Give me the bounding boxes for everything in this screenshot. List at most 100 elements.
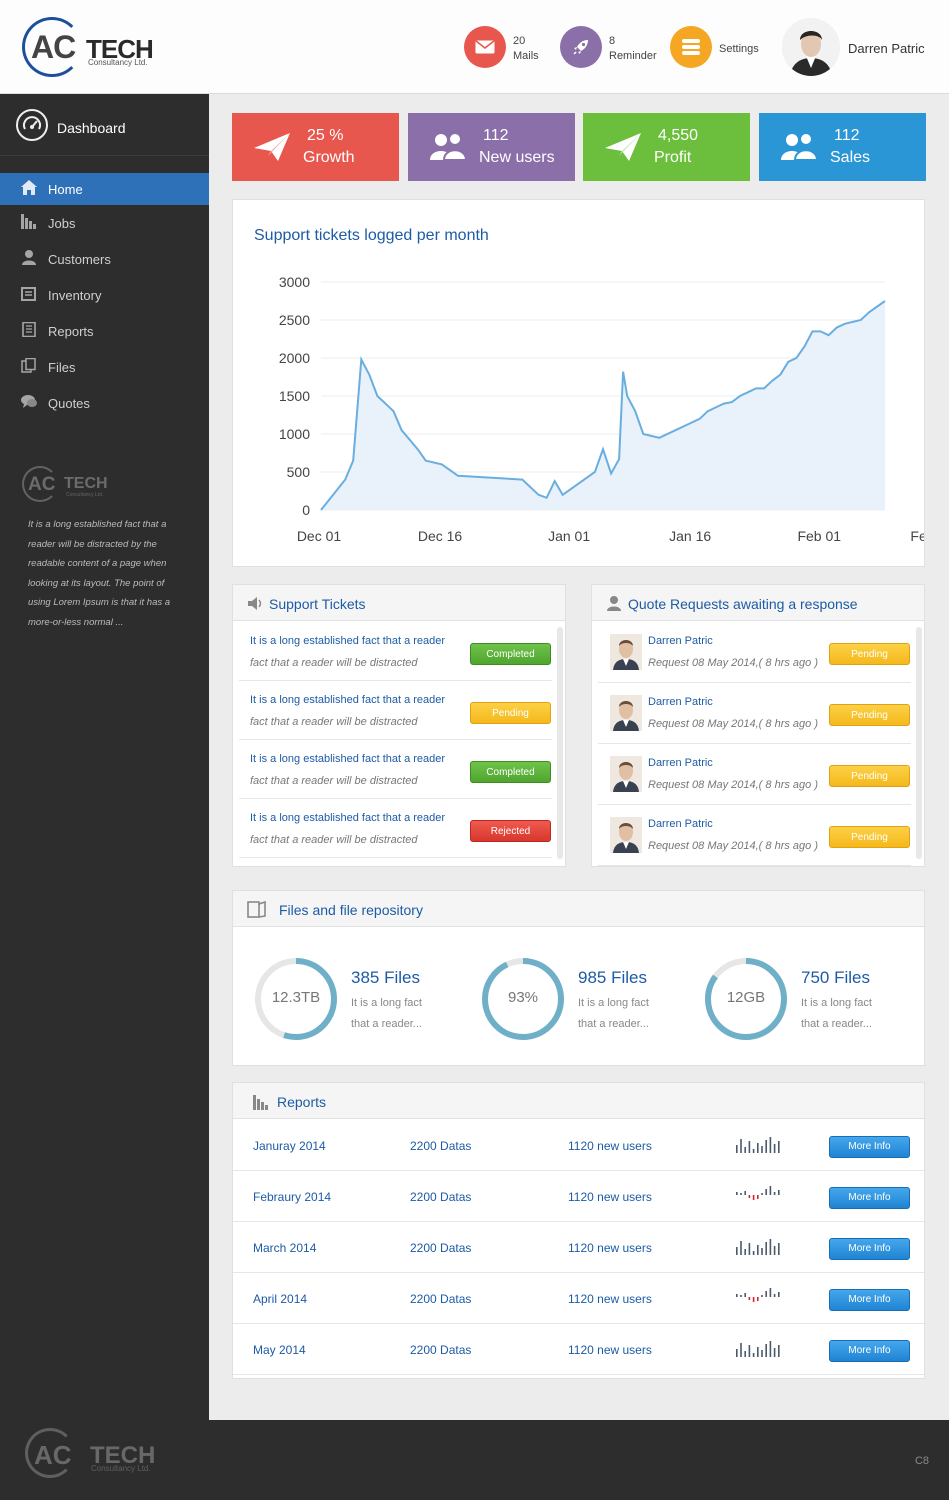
report-users: 1120 new users bbox=[568, 1190, 652, 1204]
spark-bar bbox=[765, 1291, 767, 1297]
report-month[interactable]: May 2014 bbox=[253, 1343, 306, 1357]
reports-panel: Reports Januray 2014 2200 Datas 1120 new u… bbox=[232, 1082, 925, 1379]
sidebar-logo: AC TECH Consultancy Ltd. bbox=[22, 466, 132, 506]
sidebar-item-reports[interactable]: Reports bbox=[0, 313, 209, 349]
status-badge[interactable]: Completed bbox=[470, 761, 551, 783]
chart-panel: Support tickets logged per month 0 500 100… bbox=[232, 199, 925, 567]
files-count[interactable]: 985 Files bbox=[578, 968, 647, 987]
more-info-button[interactable]: More Info bbox=[829, 1340, 910, 1362]
quote-row[interactable]: Darren Patric Request 08 May 2014,( 8 hrs… bbox=[598, 683, 911, 744]
ticket-title[interactable]: It is a long established fact that a rea… bbox=[250, 694, 446, 706]
stat-tile-profit[interactable]: 4,550 Profit bbox=[583, 113, 750, 181]
stat-tile-sales[interactable]: 112 Sales bbox=[759, 113, 926, 181]
user-avatar[interactable] bbox=[782, 18, 840, 76]
sidebar-item-jobs[interactable]: Jobs bbox=[0, 205, 209, 241]
spark-bar bbox=[761, 1193, 763, 1195]
spark-bar bbox=[740, 1343, 742, 1357]
storage-donut: 12GB bbox=[704, 957, 788, 1041]
quote-row[interactable]: Darren Patric Request 08 May 2014,( 8 hrs… bbox=[598, 805, 911, 866]
spark-bar bbox=[736, 1145, 738, 1153]
sidebar-logo-subtitle: Consultancy Ltd. bbox=[66, 492, 104, 498]
report-datas: 2200 Datas bbox=[410, 1190, 472, 1204]
chart-title: Support tickets logged per month bbox=[254, 227, 489, 244]
ticket-row[interactable]: It is a long established fact that a rea… bbox=[239, 622, 552, 681]
donut-label: 12.3TB bbox=[271, 989, 321, 1006]
more-info-button[interactable]: More Info bbox=[829, 1136, 910, 1158]
dashboard-link[interactable]: Dashboard bbox=[0, 94, 209, 156]
logo-ac: AC bbox=[31, 29, 76, 65]
spark-bar bbox=[773, 1144, 776, 1153]
files-count[interactable]: 750 Files bbox=[801, 968, 870, 987]
status-badge[interactable]: Rejected bbox=[470, 820, 551, 842]
sidebar-item-home[interactable]: Home bbox=[0, 173, 209, 205]
requester-name[interactable]: Darren Patric bbox=[648, 696, 713, 708]
series-area bbox=[321, 301, 885, 510]
sidebar-item-customers[interactable]: Customers bbox=[0, 241, 209, 277]
quotes-scrollbar[interactable] bbox=[916, 627, 922, 859]
request-date: Request 08 May 2014,( 8 hrs ago ) bbox=[648, 840, 818, 852]
support-tickets-chart: 0 500 1000 1500 2000 2500 3000 Dec 01 Dec 16 Jan … bbox=[279, 274, 924, 544]
requester-name[interactable]: Darren Patric bbox=[648, 635, 713, 647]
stat-tile-growth[interactable]: 25 % Growth bbox=[232, 113, 399, 181]
status-badge[interactable]: Pending bbox=[470, 702, 551, 724]
logo-subtitle: Consultancy Ltd. bbox=[88, 58, 148, 67]
quote-row[interactable]: Darren Patric Request 08 May 2014,( 8 hrs… bbox=[598, 622, 911, 683]
sparkline bbox=[735, 1285, 783, 1307]
spark-bar bbox=[761, 1350, 763, 1357]
spark-bar bbox=[773, 1294, 776, 1297]
spark-bar bbox=[778, 1243, 780, 1255]
reminder-label: Reminder bbox=[609, 50, 657, 62]
box-icon bbox=[21, 287, 36, 301]
y-tick-label: 3000 bbox=[279, 274, 310, 290]
spark-bar bbox=[757, 1347, 759, 1357]
sidebar-item-quotes[interactable]: Quotes bbox=[0, 385, 209, 421]
stat-tile-new-users[interactable]: 112 New users bbox=[408, 113, 575, 181]
report-users: 1120 new users bbox=[568, 1343, 652, 1357]
user-icon bbox=[607, 596, 621, 611]
status-badge[interactable]: Pending bbox=[829, 704, 910, 726]
sparkline bbox=[735, 1183, 783, 1205]
support-tickets-panel: Support Tickets It is a long established… bbox=[232, 584, 566, 867]
requester-avatar bbox=[610, 756, 642, 792]
ticket-title[interactable]: It is a long established fact that a rea… bbox=[250, 812, 446, 824]
requester-name[interactable]: Darren Patric bbox=[648, 818, 713, 830]
files-count[interactable]: 385 Files bbox=[351, 968, 420, 987]
stat-value: 112 bbox=[483, 127, 509, 144]
quote-row[interactable]: Darren Patric Request 08 May 2014,( 8 hrs… bbox=[598, 744, 911, 805]
ticket-title[interactable]: It is a long established fact that a rea… bbox=[250, 753, 446, 765]
spark-bar bbox=[757, 1143, 759, 1153]
requester-name[interactable]: Darren Patric bbox=[648, 757, 713, 769]
sidebar-item-label: Inventory bbox=[48, 288, 102, 303]
more-info-button[interactable]: More Info bbox=[829, 1238, 910, 1260]
ticket-row[interactable]: It is a long established fact that a rea… bbox=[239, 799, 552, 858]
sidebar-item-files[interactable]: Files bbox=[0, 349, 209, 385]
reminder-count: 8 bbox=[609, 35, 616, 47]
report-datas: 2200 Datas bbox=[410, 1241, 472, 1255]
report-month[interactable]: April 2014 bbox=[253, 1292, 308, 1306]
report-month[interactable]: Febraury 2014 bbox=[253, 1190, 332, 1204]
y-tick-label: 1000 bbox=[279, 426, 310, 442]
status-badge[interactable]: Pending bbox=[829, 643, 910, 665]
company-logo[interactable]: AC TECH Consultancy Ltd. bbox=[22, 17, 172, 79]
report-month[interactable]: March 2014 bbox=[253, 1241, 317, 1255]
spark-bar bbox=[736, 1349, 738, 1357]
tickets-scrollbar[interactable] bbox=[557, 627, 563, 859]
spark-bar bbox=[740, 1295, 742, 1297]
more-info-button[interactable]: More Info bbox=[829, 1187, 910, 1209]
report-row: Febraury 2014 2200 Datas 1120 new users Mor… bbox=[233, 1171, 924, 1222]
status-badge[interactable]: Completed bbox=[470, 643, 551, 665]
paper-plane-icon bbox=[254, 133, 290, 161]
request-date: Request 08 May 2014,( 8 hrs ago ) bbox=[648, 718, 818, 730]
user-name[interactable]: Darren Patric bbox=[848, 41, 925, 56]
ticket-title[interactable]: It is a long established fact that a rea… bbox=[250, 635, 446, 647]
donut-label: 12GB bbox=[726, 989, 766, 1006]
ticket-row[interactable]: It is a long established fact that a rea… bbox=[239, 740, 552, 799]
status-badge[interactable]: Pending bbox=[829, 826, 910, 848]
report-month[interactable]: Januray 2014 bbox=[253, 1139, 326, 1153]
status-badge[interactable]: Pending bbox=[829, 765, 910, 787]
files-description: It is a long fact that a reader... bbox=[351, 997, 422, 1030]
sidebar-item-inventory[interactable]: Inventory bbox=[0, 277, 209, 313]
more-info-button[interactable]: More Info bbox=[829, 1289, 910, 1311]
spark-bar bbox=[765, 1189, 767, 1195]
ticket-row[interactable]: It is a long established fact that a rea… bbox=[239, 681, 552, 740]
